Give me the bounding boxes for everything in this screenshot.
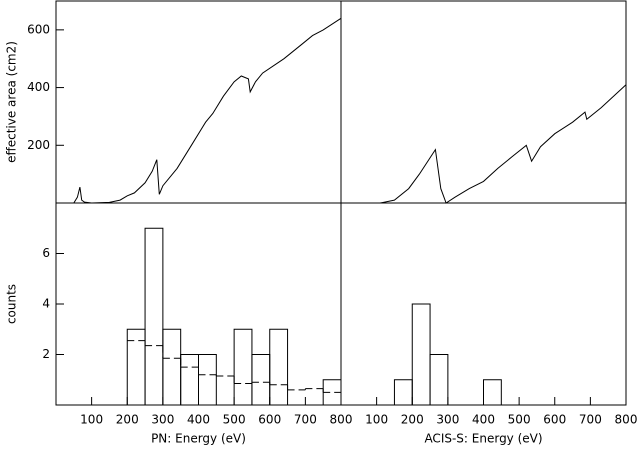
y-tick-label: 200 xyxy=(27,138,50,152)
x-tick-label: 700 xyxy=(579,413,602,427)
x-tick-label: 500 xyxy=(223,413,246,427)
bar xyxy=(198,354,217,406)
y-axis-title: counts xyxy=(5,284,19,324)
bar xyxy=(429,354,449,406)
x-tick-label: 800 xyxy=(330,413,353,427)
y-tick-label: 6 xyxy=(42,246,50,260)
x-tick-label: 200 xyxy=(401,413,424,427)
x-tick-label: 300 xyxy=(436,413,459,427)
x-tick-label: 400 xyxy=(187,413,210,427)
curve xyxy=(73,17,342,204)
curve xyxy=(380,84,627,204)
bar xyxy=(233,328,253,406)
x-tick-label: 100 xyxy=(365,413,388,427)
bar xyxy=(411,303,431,406)
x-tick-label: 700 xyxy=(294,413,317,427)
bar xyxy=(251,354,271,406)
x-tick-label: 800 xyxy=(615,413,638,427)
bar xyxy=(393,379,413,406)
bar xyxy=(180,354,199,406)
x-axis-title: ACIS-S: Energy (eV) xyxy=(424,432,542,446)
x-tick-label: 200 xyxy=(116,413,139,427)
bar xyxy=(483,379,502,406)
y-tick-label: 600 xyxy=(27,22,50,36)
x-tick-label: 100 xyxy=(80,413,103,427)
x-tick-label: 400 xyxy=(472,413,495,427)
bar xyxy=(144,227,164,406)
x-tick-label: 600 xyxy=(543,413,566,427)
bar xyxy=(162,328,182,406)
y-tick-label: 4 xyxy=(42,297,50,311)
bar xyxy=(269,328,289,406)
x-tick-label: 600 xyxy=(258,413,281,427)
y-tick-label: 400 xyxy=(27,80,50,94)
y-axis-title: effective area (cm2) xyxy=(5,41,19,163)
x-tick-label: 300 xyxy=(151,413,174,427)
x-tick-label: 500 xyxy=(508,413,531,427)
y-tick-label: 2 xyxy=(42,347,50,361)
x-axis-title: PN: Energy (eV) xyxy=(151,432,246,446)
